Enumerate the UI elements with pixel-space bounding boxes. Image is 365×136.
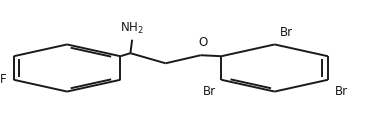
Text: O: O — [198, 36, 207, 49]
Text: Br: Br — [203, 85, 216, 98]
Text: Br: Br — [280, 26, 293, 39]
Text: Br: Br — [335, 85, 348, 98]
Text: NH$_2$: NH$_2$ — [120, 21, 144, 36]
Text: F: F — [0, 73, 6, 86]
